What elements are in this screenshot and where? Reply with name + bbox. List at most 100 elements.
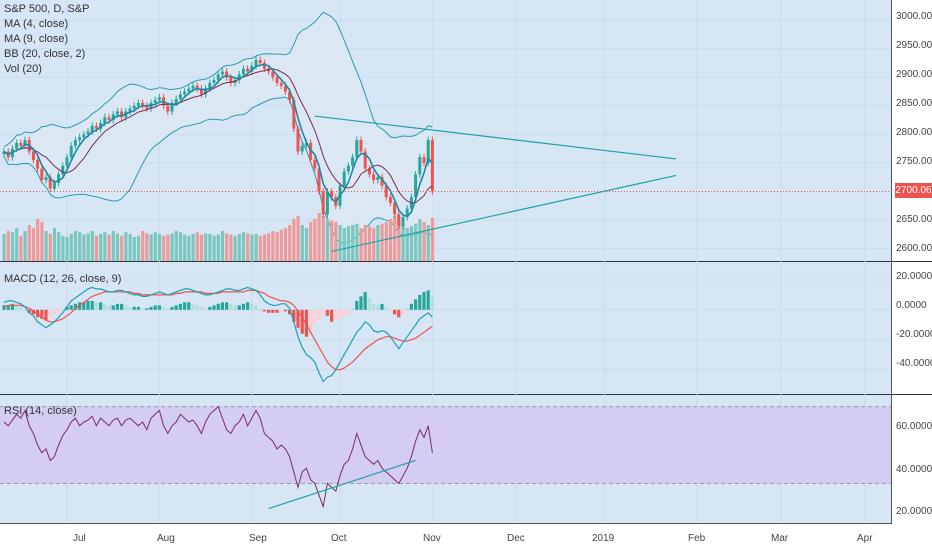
volume-bar	[90, 231, 94, 261]
macd-histogram-bar	[36, 309, 40, 318]
candle-body	[195, 85, 199, 89]
price-tick-label: 2750.00	[896, 156, 932, 167]
macd-histogram-bar	[199, 306, 203, 310]
volume-bar	[393, 216, 397, 261]
candle-body	[78, 137, 82, 141]
macd-title: MACD (12, 26, close, 9)	[4, 273, 122, 285]
macd-histogram-bar	[69, 305, 73, 310]
macd-tick-label: -40.0000	[896, 358, 932, 369]
candle-body	[19, 142, 23, 146]
volume-bar	[237, 234, 241, 261]
volume-bar	[86, 233, 90, 261]
symbol-title: S&P 500, D, S&P	[4, 3, 90, 15]
candle-body	[388, 197, 392, 203]
candle-body	[178, 94, 182, 99]
macd-histogram-bar	[57, 309, 61, 313]
candle-body	[31, 151, 35, 161]
candle-body	[258, 60, 262, 63]
candle-body	[430, 140, 434, 192]
macd-histogram-bar	[115, 303, 119, 310]
candle-body	[52, 182, 56, 189]
candle-body	[136, 102, 140, 106]
candle-body	[44, 177, 48, 181]
price-tick-label: 2800.00	[896, 127, 932, 138]
candle-body	[304, 142, 308, 146]
macd-histogram-bar	[304, 309, 308, 337]
macd-histogram-bar	[162, 306, 166, 310]
price-tick-label: 2900.00	[896, 69, 932, 80]
macd-histogram-bar	[208, 306, 212, 310]
macd-histogram-bar	[187, 302, 191, 310]
volume-bar	[372, 228, 376, 261]
ma9-line	[3, 68, 433, 204]
macd-histogram-bar	[405, 308, 409, 310]
candle-body	[355, 140, 359, 158]
macd-histogram-bar	[401, 309, 405, 315]
volume-bar	[195, 232, 199, 261]
macd-histogram-bar	[174, 305, 178, 310]
volume-bar	[111, 231, 115, 261]
candle-body	[241, 68, 245, 75]
macd-histogram-bar	[363, 291, 367, 310]
macd-histogram-bar	[6, 305, 10, 310]
rsi-trendline	[268, 459, 416, 510]
rsi-title: RSI (14, close)	[4, 405, 77, 417]
macd-histogram-bar	[191, 303, 195, 310]
macd-histogram-bar	[254, 305, 258, 310]
macd-histogram-bar	[330, 309, 334, 322]
volume-bar	[99, 234, 103, 261]
macd-histogram-bar	[82, 302, 86, 310]
macd-histogram-bar	[141, 308, 145, 310]
macd-histogram-bar	[229, 303, 233, 310]
volume-bar	[136, 235, 141, 261]
macd-pane-bg	[0, 262, 891, 394]
macd-histogram-bar	[233, 305, 237, 310]
volume-bar	[325, 219, 330, 261]
volume-bar	[296, 216, 300, 261]
candle-body	[40, 168, 44, 181]
macd-histogram-bar	[325, 309, 329, 316]
macd-histogram-bar	[246, 302, 250, 310]
candle-body	[157, 97, 161, 101]
candle-body	[225, 71, 229, 78]
candle-body	[23, 140, 27, 146]
volume-bar	[162, 235, 166, 261]
volume-bar	[229, 234, 233, 261]
candle-body	[48, 177, 52, 189]
candle-body	[351, 157, 355, 166]
candle-body	[283, 85, 287, 92]
volume-bar	[208, 234, 212, 261]
volume-bar	[31, 228, 36, 261]
volume-bar	[69, 234, 73, 261]
price-tick-label: 2850.00	[896, 98, 932, 109]
legend-ma4: MA (4, close)	[4, 18, 69, 30]
volume-bar	[254, 234, 258, 261]
volume-bar	[78, 232, 82, 261]
candle-body	[359, 140, 363, 152]
candle-body	[199, 88, 203, 95]
volume-bar	[36, 219, 40, 261]
macd-legend: MACD (12, 26, close, 9)	[4, 272, 121, 287]
macd-histogram-bar	[15, 305, 19, 310]
legend-ma9: MA (9, close)	[4, 33, 69, 45]
rsi-band-fill	[0, 406, 891, 484]
macd-histogram-bar	[225, 302, 229, 310]
x-tick-label: 2019	[592, 533, 615, 544]
x-tick-label: Mar	[771, 533, 789, 544]
macd-histogram-bar	[397, 309, 401, 318]
volume-bar	[6, 231, 10, 261]
volume-bar	[120, 235, 124, 261]
rsi-tick-label: 20.0000	[896, 506, 932, 517]
macd-histogram-bar	[367, 297, 371, 310]
macd-histogram-bar	[288, 309, 292, 315]
macd-line	[3, 286, 433, 383]
macd-histogram-bar	[40, 309, 44, 319]
volume-bar	[304, 228, 309, 261]
volume-bar	[279, 229, 283, 261]
candle-body	[376, 177, 380, 181]
volume-bar	[397, 220, 401, 261]
macd-histogram-bar	[376, 305, 380, 310]
candle-body	[325, 191, 329, 215]
candle-body	[275, 77, 279, 83]
